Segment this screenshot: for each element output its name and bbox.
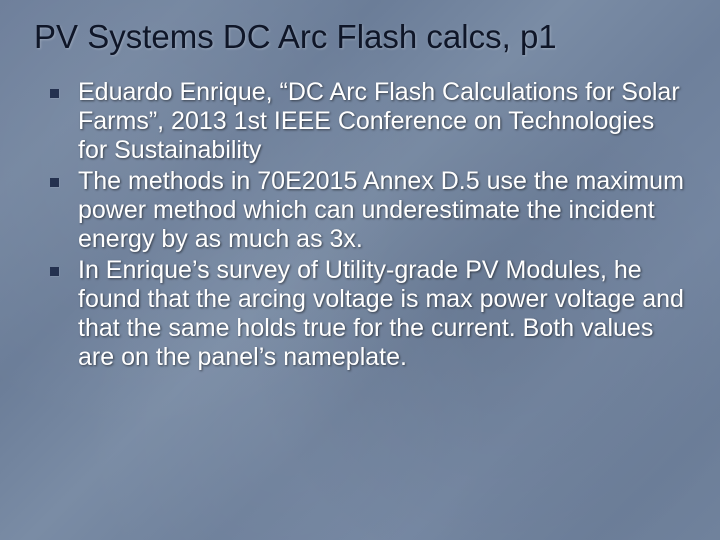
list-item: Eduardo Enrique, “DC Arc Flash Calculati…	[42, 78, 688, 165]
bullet-square-icon	[50, 267, 59, 276]
bullet-text: In Enrique’s survey of Utility-grade PV …	[78, 256, 684, 371]
list-item: In Enrique’s survey of Utility-grade PV …	[42, 256, 688, 372]
bullet-square-icon	[50, 178, 59, 187]
bullet-text: Eduardo Enrique, “DC Arc Flash Calculati…	[78, 78, 680, 164]
list-item: The methods in 70E2015 Annex D.5 use the…	[42, 167, 688, 254]
slide-title: PV Systems DC Arc Flash calcs, p1	[34, 18, 692, 56]
bullet-text: The methods in 70E2015 Annex D.5 use the…	[78, 167, 684, 253]
bullet-list: Eduardo Enrique, “DC Arc Flash Calculati…	[34, 78, 692, 372]
slide-container: PV Systems DC Arc Flash calcs, p1 Eduard…	[0, 0, 720, 540]
bullet-square-icon	[50, 89, 59, 98]
